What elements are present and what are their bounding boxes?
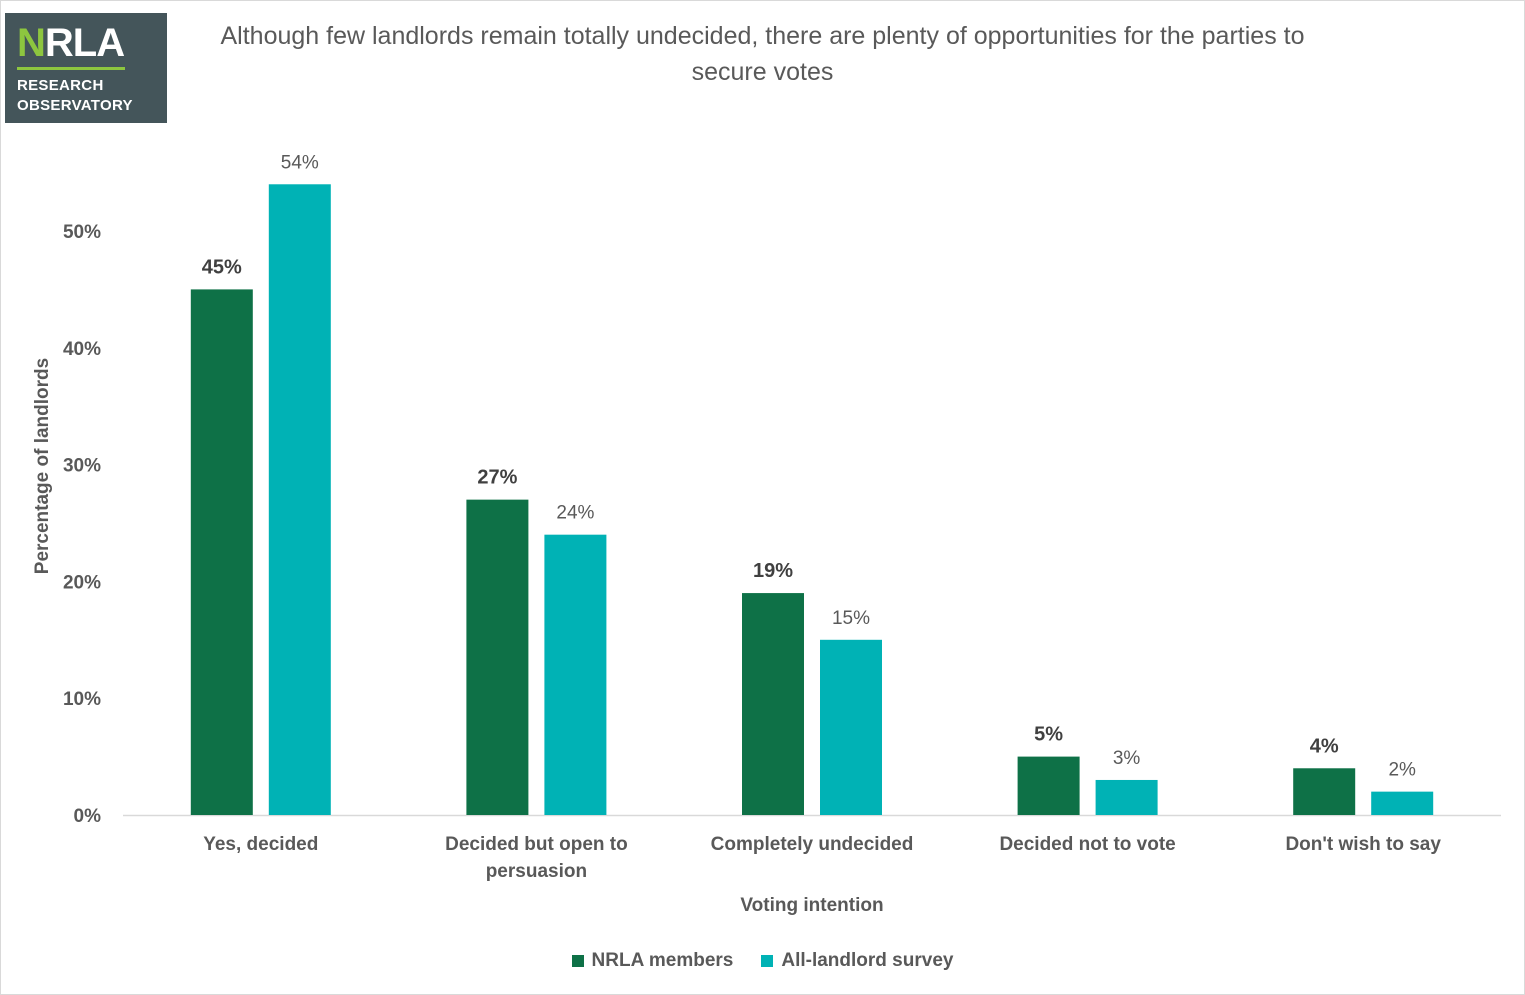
legend-label-all-landlord-survey: All-landlord survey [781, 950, 954, 971]
x-tick-label-line: Decided but open to [445, 834, 628, 855]
legend-swatch-all-landlord-survey [761, 955, 774, 967]
x-tick-label-line: Completely undecided [711, 834, 914, 855]
data-label-all-landlord-survey-don-t-wish-to-say: 2% [1388, 760, 1416, 781]
x-tick-label-yes-decided: Yes, decided [203, 834, 318, 855]
y-tick-label: 20% [63, 572, 101, 593]
data-label-nrla-members-don-t-wish-to-say: 4% [1310, 735, 1339, 757]
y-tick-label: 50% [63, 222, 101, 243]
x-tick-label-line: Don't wish to say [1285, 834, 1441, 855]
chart-title: Although few landlords remain totally un… [220, 22, 1305, 86]
bar-nrla-members-completely-undecided [742, 593, 804, 815]
legend-label-nrla-members: NRLA members [591, 950, 734, 971]
bar-nrla-members-yes-decided [190, 289, 253, 815]
bar-nrla-members-decided-but-open-to-persuasion [466, 499, 529, 815]
x-tick-label-line: Yes, decided [203, 834, 318, 855]
logo-rla: RLA [44, 21, 125, 65]
nrla-logo: NRLA RESEARCH OBSERVATORY [5, 13, 167, 123]
bar-all-landlord-survey-yes-decided [268, 184, 331, 815]
legend-item-nrla-members: NRLA members [571, 950, 734, 972]
data-label-nrla-members-decided-but-open-to-persuasion: 27% [477, 467, 517, 489]
logo-n: N [17, 21, 46, 65]
bar-all-landlord-survey-don-t-wish-to-say [1371, 791, 1434, 815]
logo-line-observatory: OBSERVATORY [17, 97, 133, 114]
bar-nrla-members-decided-not-to-vote [1017, 756, 1080, 815]
x-tick-label-decided-but-open-to-persuasion: Decided but open to persuasion [445, 834, 628, 882]
legend-item-all-landlord-survey: All-landlord survey [761, 950, 953, 972]
bar-nrla-members-don-t-wish-to-say [1293, 768, 1356, 815]
logo-underline [17, 67, 125, 70]
x-tick-label-completely-undecided: Completely undecided [711, 834, 914, 855]
x-tick-label-line: persuasion [486, 861, 587, 882]
data-label-all-landlord-survey-decided-but-open-to-persuasion: 24% [556, 503, 594, 524]
bar-all-landlord-survey-completely-undecided [820, 639, 882, 815]
bar-all-landlord-survey-decided-not-to-vote [1095, 779, 1158, 815]
data-label-all-landlord-survey-yes-decided: 54% [281, 152, 319, 173]
x-axis-label: Voting intention [740, 895, 883, 916]
y-tick-label: 30% [63, 456, 101, 477]
legend: NRLA members All-landlord survey [0, 950, 1525, 972]
y-axis-label: Percentage of landlords [32, 358, 53, 574]
x-tick-label-don-t-wish-to-say: Don't wish to say [1285, 834, 1441, 855]
bar-all-landlord-survey-decided-but-open-to-persuasion [544, 534, 607, 815]
logo-wordmark: NRLA [17, 21, 125, 65]
data-label-nrla-members-yes-decided: 45% [202, 256, 242, 278]
x-tick-label-line: Decided not to vote [999, 834, 1175, 855]
data-label-nrla-members-decided-not-to-vote: 5% [1034, 724, 1063, 746]
legend-swatch-nrla-members [571, 955, 584, 967]
y-tick-label: 10% [63, 689, 101, 710]
data-label-all-landlord-survey-decided-not-to-vote: 3% [1113, 748, 1141, 769]
y-tick-label: 40% [63, 339, 101, 360]
x-tick-label-decided-not-to-vote: Decided not to vote [999, 834, 1175, 855]
data-label-all-landlord-survey-completely-undecided: 15% [832, 608, 870, 629]
data-label-nrla-members-completely-undecided: 19% [753, 560, 793, 582]
logo-line-research: RESEARCH [17, 77, 104, 94]
y-tick-label: 0% [74, 806, 102, 827]
